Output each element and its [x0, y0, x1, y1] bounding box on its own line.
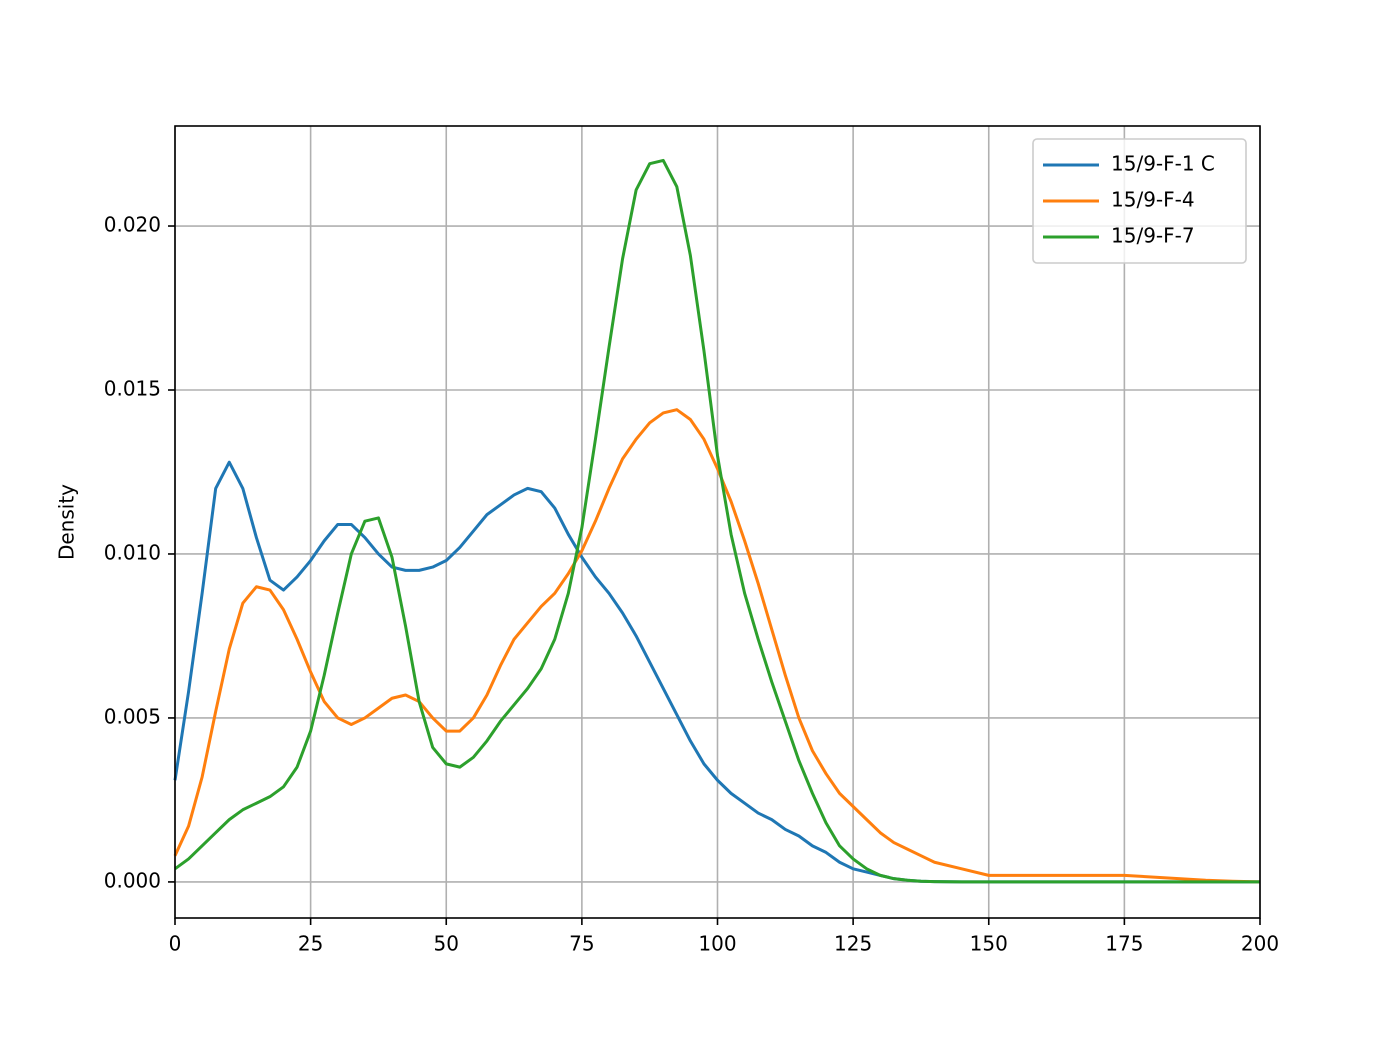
- legend: 15/9-F-1 C 15/9-F-4 15/9-F-7: [1032, 138, 1247, 264]
- x-tick-label: 175: [1105, 932, 1143, 956]
- x-tick-label: 0: [169, 932, 182, 956]
- legend-label: 15/9-F-1 C: [1111, 152, 1215, 176]
- y-tick-label: 0.005: [104, 704, 161, 728]
- x-tick-label: 125: [834, 932, 872, 956]
- plot-frame: [174, 125, 1261, 919]
- y-tick-label: 0.020: [104, 213, 161, 237]
- y-tick-label: 0.010: [104, 540, 161, 564]
- line-series: [174, 158, 1260, 884]
- legend-label: 15/9-F-7: [1111, 224, 1195, 248]
- x-tick-label: 25: [298, 932, 323, 956]
- x-tick-label: 100: [698, 932, 736, 956]
- x-tick-label: 200: [1241, 932, 1279, 956]
- x-tick-label: 50: [434, 932, 459, 956]
- legend-label: 15/9-F-4: [1111, 188, 1195, 212]
- y-tick-label: 0.015: [104, 377, 161, 401]
- x-tick-label: 75: [569, 932, 594, 956]
- legend-box: [1032, 138, 1247, 264]
- y-axis-label: Density: [55, 484, 79, 560]
- x-tick-label: 150: [970, 932, 1008, 956]
- y-tick-label: 0.000: [104, 868, 161, 892]
- line-series: [173, 408, 1261, 884]
